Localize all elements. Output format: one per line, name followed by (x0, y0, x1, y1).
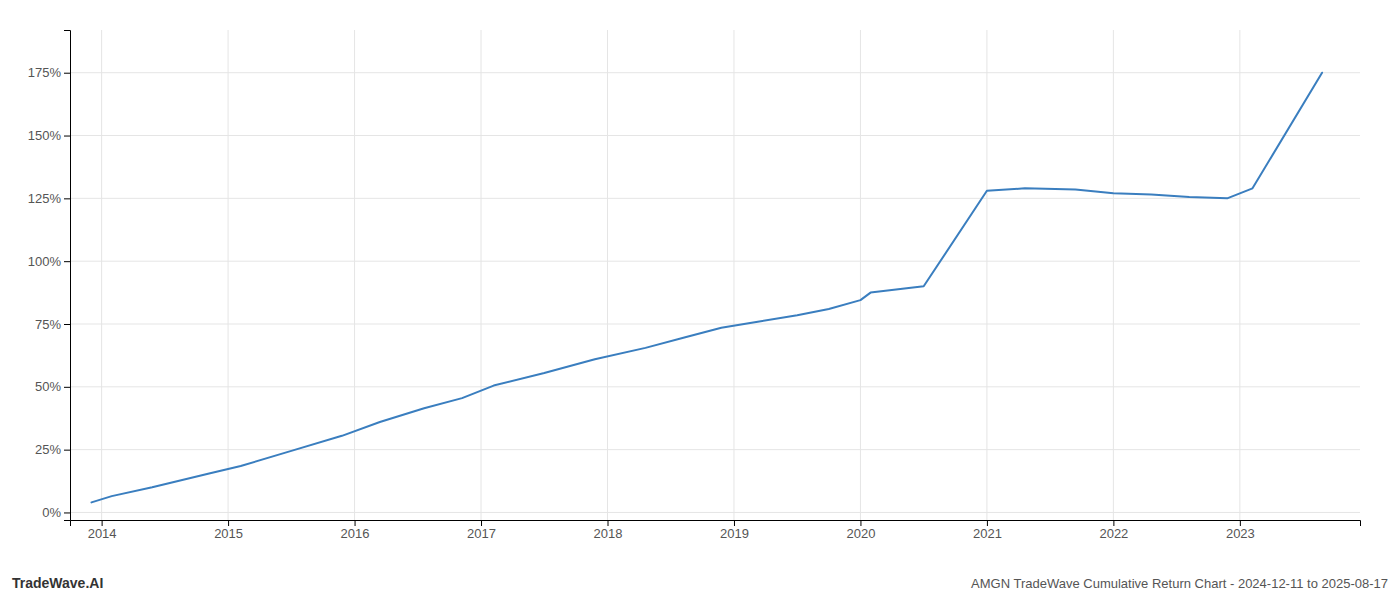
grid-line-x (860, 30, 861, 520)
x-tick-mark (987, 520, 988, 526)
y-tick-mark (64, 73, 70, 74)
x-tick-label: 2018 (594, 526, 623, 541)
grid-line-x (986, 30, 987, 520)
y-tick: 75% (35, 317, 70, 332)
y-tick-label: 50% (35, 379, 61, 394)
x-axis: 2014 2015 2016 2017 2018 2019 2020 2021 2022 2023 (71, 520, 1361, 541)
y-tick: 175% (28, 65, 70, 80)
grid-line-x (733, 30, 734, 520)
x-tick-mark (608, 520, 609, 526)
plot-area: 2014 2015 2016 2017 2018 2019 2020 2021 2022 2023… (28, 30, 1361, 541)
x-tick-mark (355, 520, 356, 526)
grid (70, 30, 1360, 520)
y-tick-mark (64, 261, 70, 262)
grid-line-y (70, 449, 1360, 450)
grid-line-x (481, 30, 482, 520)
y-tick-label: 100% (28, 254, 62, 269)
y-tick: 0% (42, 505, 70, 520)
y-tick-label: 0% (42, 505, 61, 520)
x-tick: 2022 (1099, 520, 1128, 541)
x-tick-mark (1240, 520, 1241, 526)
y-tick-mark (64, 512, 70, 513)
x-tick-mark (734, 520, 735, 526)
grid-line-y (70, 386, 1360, 387)
y-tick: 150% (28, 128, 70, 143)
x-tick-label: 2015 (214, 526, 243, 541)
grid-line-y (70, 324, 1360, 325)
x-tick-label: 2016 (341, 526, 370, 541)
x-tick-label: 2017 (467, 526, 496, 541)
y-tick-mark (64, 198, 70, 199)
x-tick-mark (1113, 520, 1114, 526)
y-tick-mark (64, 136, 70, 137)
grid-line-y (70, 261, 1360, 262)
x-tick-mark (481, 520, 482, 526)
x-tick-label: 2023 (1226, 526, 1255, 541)
x-tick-mark (102, 520, 103, 526)
grid-line-y (70, 512, 1360, 513)
y-tick-label: 175% (28, 65, 62, 80)
x-tick: 2014 (88, 520, 117, 541)
x-tick: 2020 (846, 520, 875, 541)
y-tick: 25% (35, 442, 70, 457)
grid-line-y (70, 135, 1360, 136)
x-tick: 2018 (594, 520, 623, 541)
x-tick-mark (228, 520, 229, 526)
x-tick-label: 2014 (88, 526, 117, 541)
y-tick: 125% (28, 191, 70, 206)
y-axis-line (64, 31, 71, 521)
y-tick-label: 25% (35, 442, 61, 457)
y-tick-mark (64, 387, 70, 388)
grid-line-x (228, 30, 229, 520)
y-tick-mark (64, 324, 70, 325)
x-axis-line (71, 521, 1361, 527)
chart: 2014 2015 2016 2017 2018 2019 2020 2021 2022 2023… (0, 0, 1400, 600)
x-tick-mark (860, 520, 861, 526)
y-axis: 0% 25% 50% 75% 100% 125% 150% 175% (28, 31, 71, 521)
y-tick-mark (64, 450, 70, 451)
x-tick-label: 2021 (973, 526, 1002, 541)
grid-line-x (1113, 30, 1114, 520)
x-tick: 2016 (341, 520, 370, 541)
x-tick: 2021 (973, 520, 1002, 541)
x-tick: 2017 (467, 520, 496, 541)
grid-line-x (1239, 30, 1240, 520)
y-tick-label: 125% (28, 191, 62, 206)
line (92, 73, 1323, 503)
y-tick-label: 75% (35, 317, 61, 332)
x-tick-label: 2022 (1099, 526, 1128, 541)
x-tick: 2023 (1226, 520, 1255, 541)
grid-line-y (70, 72, 1360, 73)
x-tick: 2019 (720, 520, 749, 541)
grid-line-x (101, 30, 102, 520)
marks (92, 73, 1323, 503)
x-tick-label: 2019 (720, 526, 749, 541)
y-tick: 50% (35, 379, 70, 394)
y-tick-label: 150% (28, 128, 62, 143)
y-tick: 100% (28, 254, 70, 269)
x-tick-label: 2020 (846, 526, 875, 541)
grid-line-y (70, 198, 1360, 199)
watermark: TradeWave.AI (12, 575, 103, 591)
grid-line-x (607, 30, 608, 520)
grid-line-x (354, 30, 355, 520)
x-tick: 2015 (214, 520, 243, 541)
title: AMGN TradeWave Cumulative Return Chart -… (971, 576, 1388, 591)
